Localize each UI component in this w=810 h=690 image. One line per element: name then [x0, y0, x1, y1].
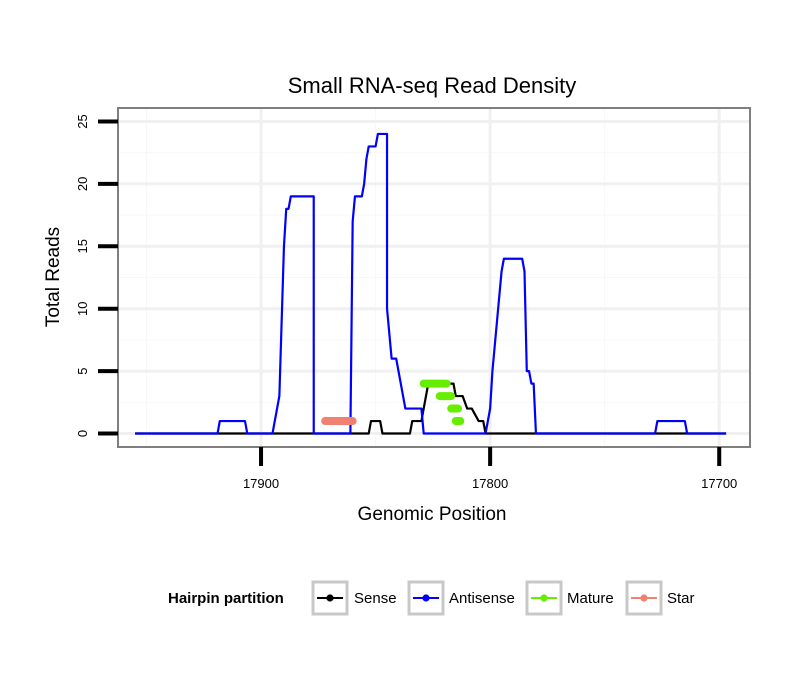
legend-key-dot: [640, 594, 648, 602]
y-tick-label: 25: [75, 114, 90, 128]
y-axis: 0 5 10 15 20 25: [75, 114, 118, 437]
legend-key-dot: [326, 594, 334, 602]
x-tick-label: 17700: [701, 476, 737, 491]
x-axis: 17900 17800 17700: [243, 447, 737, 491]
legend-label-antisense: Antisense: [449, 590, 515, 607]
grid: [119, 109, 749, 446]
legend-key-dot: [540, 594, 548, 602]
y-tick-label: 20: [75, 177, 90, 191]
y-tick-label: 15: [75, 239, 90, 253]
legend-key-dot: [422, 594, 430, 602]
x-tick-label: 17900: [243, 476, 279, 491]
y-tick-label: 10: [75, 301, 90, 315]
y-axis-title: Total Reads: [43, 227, 64, 327]
series-line-antisense: [135, 132, 727, 435]
chart-title: Small RNA-seq Read Density: [288, 73, 577, 98]
legend: Hairpin partition Sense Antisense Mature St…: [168, 580, 695, 616]
legend-label-mature: Mature: [567, 590, 614, 607]
legend-label-star: Star: [667, 590, 695, 607]
legend-title: Hairpin partition: [168, 590, 284, 607]
y-tick-label: 0: [75, 430, 90, 437]
x-tick-label: 17800: [472, 476, 508, 491]
legend-label-sense: Sense: [354, 590, 397, 607]
plot-panel: [117, 107, 751, 448]
panel-border: [117, 107, 751, 448]
y-tick-label: 5: [75, 367, 90, 374]
x-axis-title: Genomic Position: [358, 504, 507, 525]
series: [135, 132, 727, 435]
